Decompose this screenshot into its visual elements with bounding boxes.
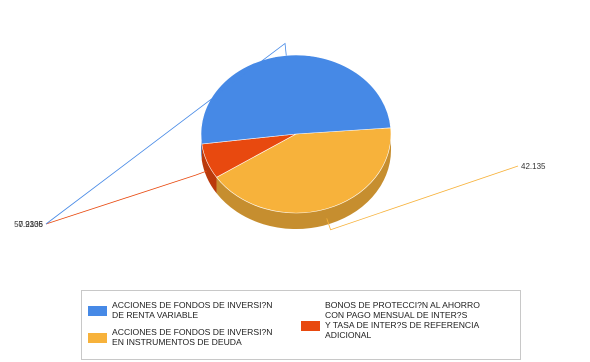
- pie-side-0: [216, 134, 391, 229]
- pie-side-1: [201, 143, 217, 194]
- value-label-2: 50.9105: [14, 220, 43, 229]
- callout-lines: [45, 42, 519, 231]
- legend-label-renta-variable: ACCIONES DE FONDOS DE INVERSI?N DE RENTA…: [112, 300, 273, 320]
- pie-slice-0: [216, 127, 392, 214]
- callout-line-0: [326, 165, 519, 231]
- callout-line-2: [45, 42, 287, 225]
- pie-slice-2: [200, 54, 392, 145]
- legend-swatch-bonos-proteccion: [301, 321, 320, 331]
- legend-label-instrumentos-deuda: ACCIONES DE FONDOS DE INVERSI?N EN INSTR…: [112, 327, 273, 347]
- legend: ACCIONES DE FONDOS DE INVERSI?N DE RENTA…: [81, 290, 521, 360]
- legend-item-instrumentos-deuda: ACCIONES DE FONDOS DE INVERSI?N EN INSTR…: [88, 327, 272, 347]
- legend-swatch-instrumentos-deuda: [88, 333, 107, 343]
- callout-line-1: [45, 170, 208, 225]
- value-label-0: 42.135: [521, 162, 546, 171]
- legend-item-bonos-proteccion: BONOS DE PROTECCI?N AL AHORRO CON PAGO M…: [301, 300, 480, 340]
- legend-label-bonos-proteccion: BONOS DE PROTECCI?N AL AHORRO CON PAGO M…: [325, 300, 480, 340]
- legend-item-renta-variable: ACCIONES DE FONDOS DE INVERSI?N DE RENTA…: [88, 300, 272, 320]
- legend-swatch-renta-variable: [88, 306, 107, 316]
- value-label-1: 7.2336: [19, 220, 44, 229]
- pie-slices: [200, 54, 392, 214]
